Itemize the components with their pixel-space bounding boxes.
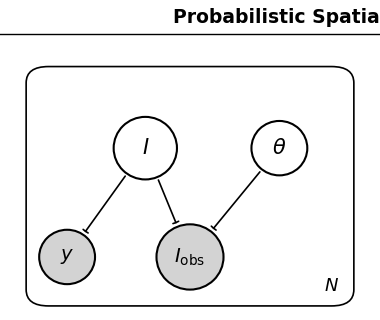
Ellipse shape [39,230,95,284]
Text: $I_{\mathrm{obs}}$: $I_{\mathrm{obs}}$ [174,246,206,268]
Text: $y$: $y$ [60,247,74,267]
Text: $N$: $N$ [324,277,339,295]
FancyBboxPatch shape [26,67,354,306]
Ellipse shape [114,117,177,180]
Ellipse shape [157,224,223,290]
Text: Probabilistic Spatia: Probabilistic Spatia [173,8,380,27]
Text: $I$: $I$ [141,138,149,158]
Text: $\theta$: $\theta$ [272,138,287,158]
Ellipse shape [252,121,307,175]
